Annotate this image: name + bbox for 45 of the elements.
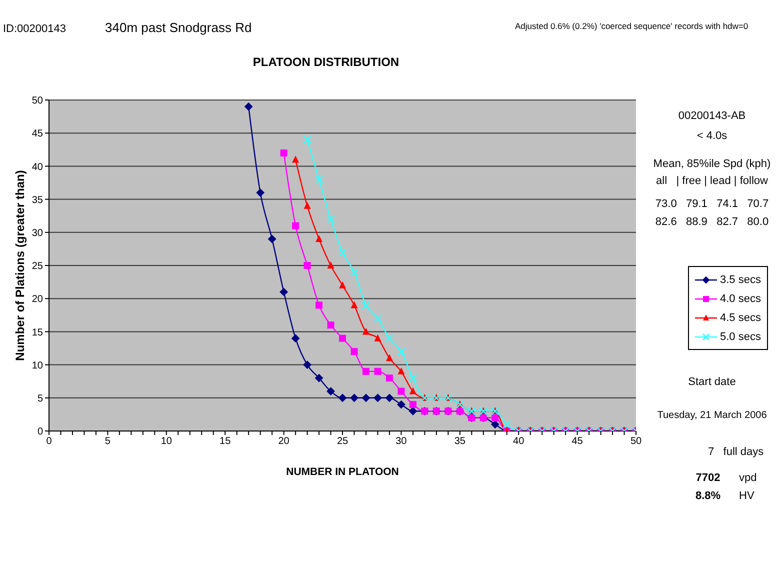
chart-title: PLATOON DISTRIBUTION	[252, 55, 400, 69]
legend-label: 4.0 secs	[720, 292, 761, 304]
y-tick-label: 30	[32, 228, 44, 239]
x-tick-label: 20	[278, 436, 290, 448]
text: 00200143-AB	[678, 110, 746, 122]
x-tick-label: 0	[46, 436, 52, 448]
x-tick-label: 15	[220, 436, 232, 448]
y-tick-label: 25	[32, 261, 44, 272]
y-tick-label: 45	[32, 128, 44, 140]
x-tick-label: 45	[572, 436, 584, 448]
y-tick-label: 40	[32, 162, 44, 173]
y-tick-label: 50	[32, 96, 44, 107]
text: vpd	[739, 472, 757, 484]
y-tick-label: 15	[32, 327, 44, 338]
x-tick-label: 35	[454, 436, 466, 448]
text: 7702	[696, 472, 720, 484]
text: 82.6 88.9 82.7 80.0	[655, 216, 769, 228]
y-tick-label: 0	[37, 426, 44, 438]
x-tick-label: 25	[336, 436, 348, 448]
text: 7 full days	[708, 446, 764, 458]
text: HV	[739, 490, 754, 502]
y-tick-label: 10	[32, 360, 44, 372]
y-tick-label: 20	[32, 294, 44, 306]
text: Tuesday, 21 March 2006	[657, 410, 767, 421]
x-tick-label: 30	[396, 436, 408, 448]
legend-label: 5.0 secs	[720, 330, 761, 342]
text: Mean, 85%ile Spd (kph)	[653, 158, 771, 170]
text: 73.0 79.1 74.1 70.7	[655, 198, 769, 210]
text: ID:00200143	[3, 23, 66, 35]
legend-label: 4.5 secs	[720, 312, 761, 324]
x-tick-label: 50	[630, 436, 642, 448]
x-tick-label: 40	[513, 436, 525, 448]
x-tick-label: 10	[160, 436, 172, 448]
text: 8.8%	[695, 490, 721, 502]
text: 340m past Snodgrass Rd	[105, 20, 252, 35]
x-axis-title: NUMBER IN PLATOON	[286, 466, 399, 478]
y-tick-label: 5	[37, 393, 44, 404]
text: Start date	[688, 376, 736, 388]
y-axis-title: Number of Plations (greater than)	[13, 170, 27, 361]
y-tick-label: 35	[32, 194, 44, 206]
x-tick-label: 5	[104, 436, 111, 448]
legend-label: 3.5 secs	[720, 274, 761, 286]
text: < 4.0s	[696, 130, 728, 142]
text: all | free | lead | follow	[656, 175, 768, 187]
text: Adjusted 0.6% (0.2%) 'coerced sequence' records with hdw=0	[515, 21, 748, 31]
